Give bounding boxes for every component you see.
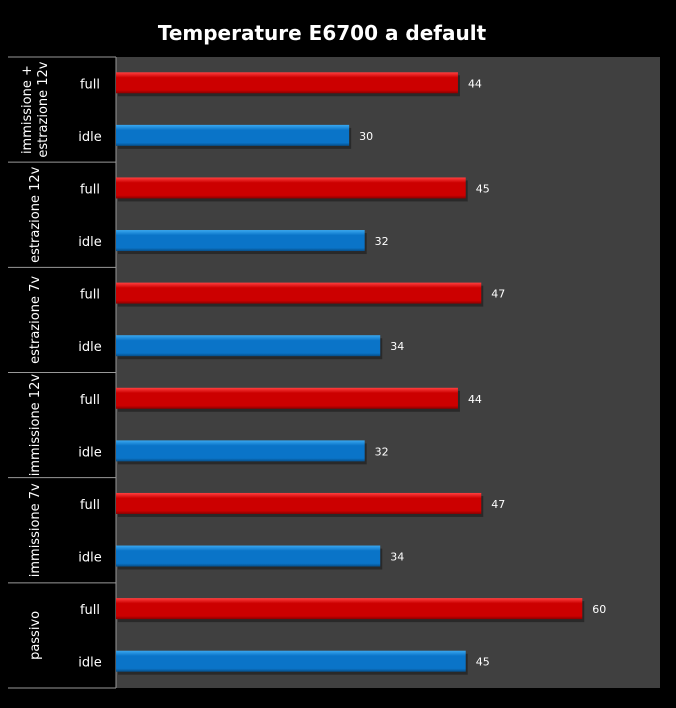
group-label: passivo [28,611,43,660]
data-label: 44 [468,393,482,406]
bar-idle [116,335,381,357]
bar-full [116,492,482,514]
data-label: 60 [592,603,606,616]
bar-category-label: idle [78,130,101,145]
bar-idle [116,124,350,146]
chart-title: Temperature E6700 a default [158,21,487,45]
data-label: 45 [476,656,490,669]
group-label-line: immissione 12v [28,374,43,477]
bar-category-label: full [80,498,100,513]
bar-full [116,177,466,199]
group-label: estrazione 12v [28,166,43,262]
bar-idle [116,230,365,252]
bar-category-label: full [80,77,100,92]
bar-category-label: idle [78,656,101,671]
bar-category-label: full [80,393,100,408]
data-label: 47 [491,498,505,511]
data-label: 34 [390,551,404,564]
bar-idle [116,650,466,672]
bar-full [116,72,458,94]
bar-category-label: full [80,603,100,618]
group-label-line: estrazione 7v [28,276,43,364]
bar-category-label: idle [78,235,101,250]
group-label: immissione +estrazione 12v [20,61,51,157]
data-label: 45 [476,182,490,195]
bar-full [116,282,482,304]
data-label: 32 [375,445,389,458]
group-label: immissione 12v [28,374,43,477]
data-label: 47 [491,288,505,301]
bar-category-label: idle [78,551,101,566]
group-label: immissione 7v [28,483,43,577]
bar-full [116,598,583,620]
plot-area [116,57,660,688]
group-label-line: passivo [28,611,43,660]
bar-category-label: full [80,288,100,303]
data-label: 30 [359,130,373,143]
data-label: 44 [468,77,482,90]
group-label-line: estrazione 12v [28,166,43,262]
data-label: 34 [390,340,404,353]
bar-idle [116,440,365,462]
group-label-line: estrazione 12v [36,61,51,157]
data-label: 32 [375,235,389,248]
bar-idle [116,545,381,567]
group-label: estrazione 7v [28,276,43,364]
bar-category-label: full [80,182,100,197]
group-label-line: immissione 7v [28,483,43,577]
group-label-line: immissione + [20,65,35,154]
bar-full [116,387,458,409]
bar-category-label: idle [78,445,101,460]
bar-category-label: idle [78,340,101,355]
